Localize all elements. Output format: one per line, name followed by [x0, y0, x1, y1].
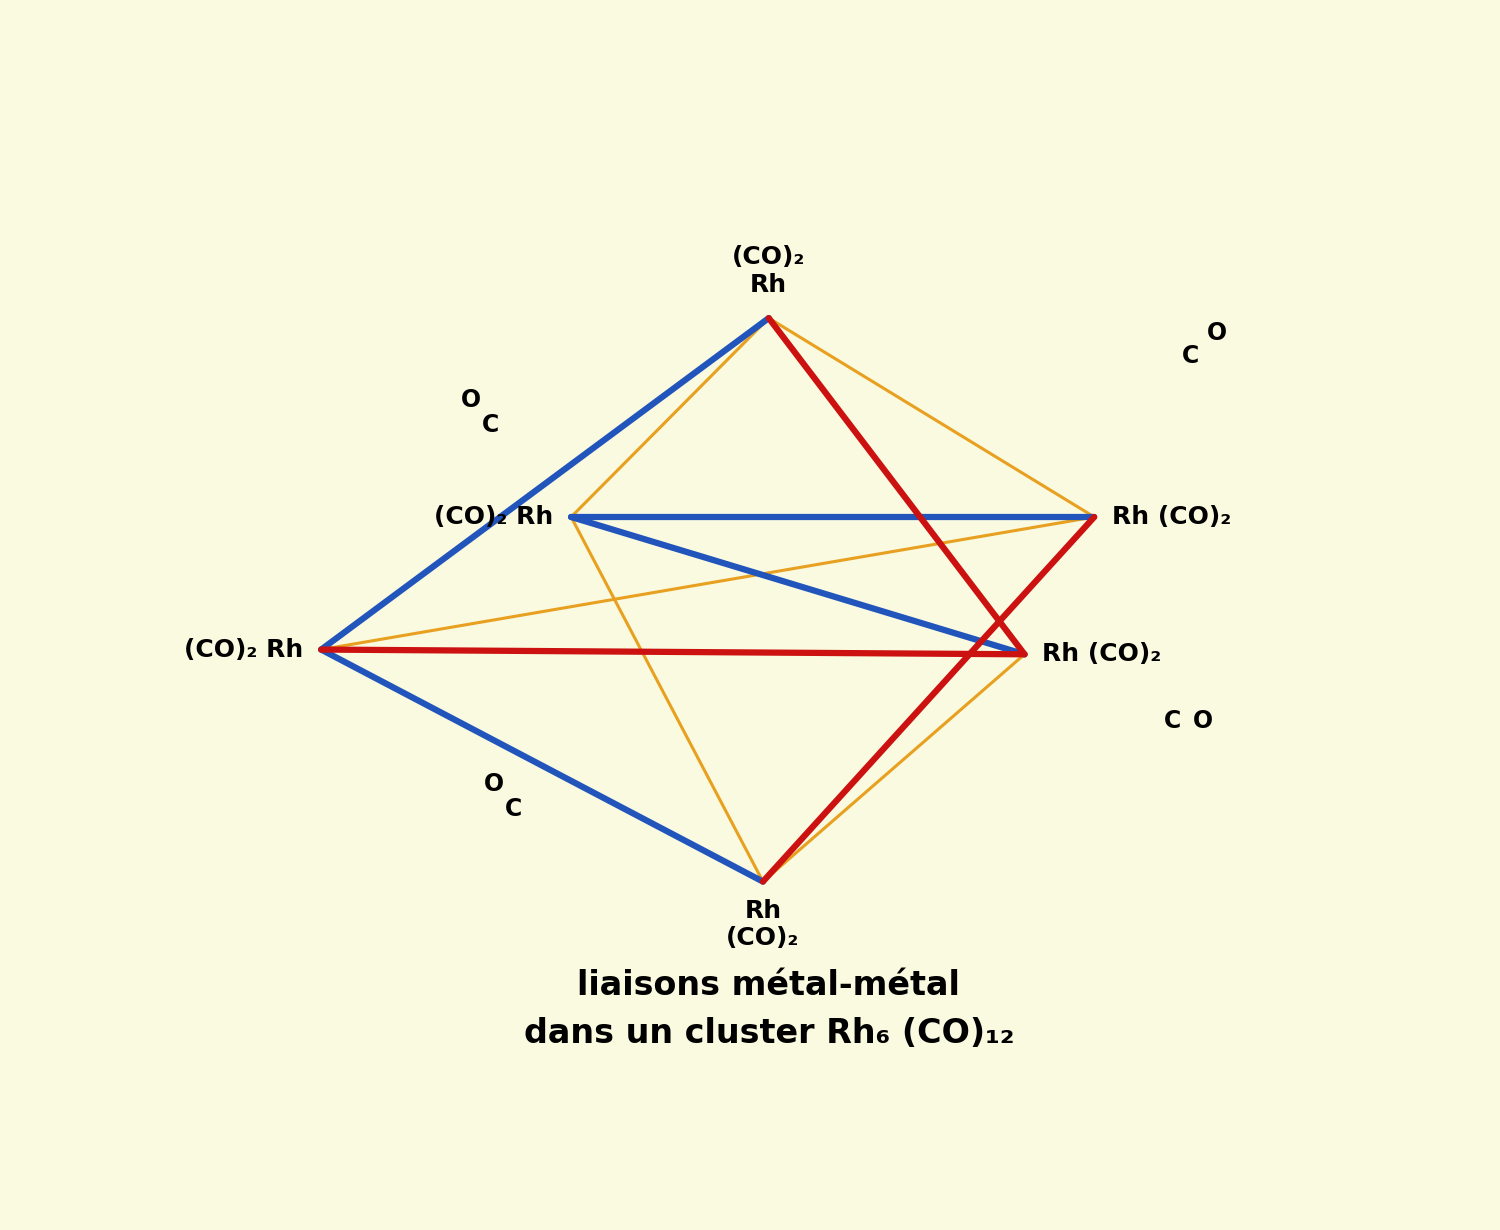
Text: dans un cluster Rh₆ (CO)₁₂: dans un cluster Rh₆ (CO)₁₂ [524, 1017, 1014, 1049]
Text: C: C [506, 797, 522, 820]
Text: C: C [1164, 708, 1182, 733]
Text: (CO)₂
Rh: (CO)₂ Rh [732, 246, 806, 298]
Text: C: C [482, 413, 500, 437]
Text: O: O [460, 389, 482, 412]
Text: liaisons métal-métal: liaisons métal-métal [578, 969, 960, 1002]
Text: O: O [484, 772, 504, 796]
Text: Rh (CO)₂: Rh (CO)₂ [1042, 642, 1161, 667]
Text: (CO)₂ Rh: (CO)₂ Rh [184, 637, 303, 662]
Text: C: C [1182, 344, 1198, 368]
Text: O: O [1192, 708, 1214, 733]
Text: Rh (CO)₂: Rh (CO)₂ [1112, 506, 1232, 529]
Text: Rh
(CO)₂: Rh (CO)₂ [726, 899, 800, 951]
Text: (CO)₂ Rh: (CO)₂ Rh [435, 506, 554, 529]
Text: O: O [1208, 321, 1227, 346]
